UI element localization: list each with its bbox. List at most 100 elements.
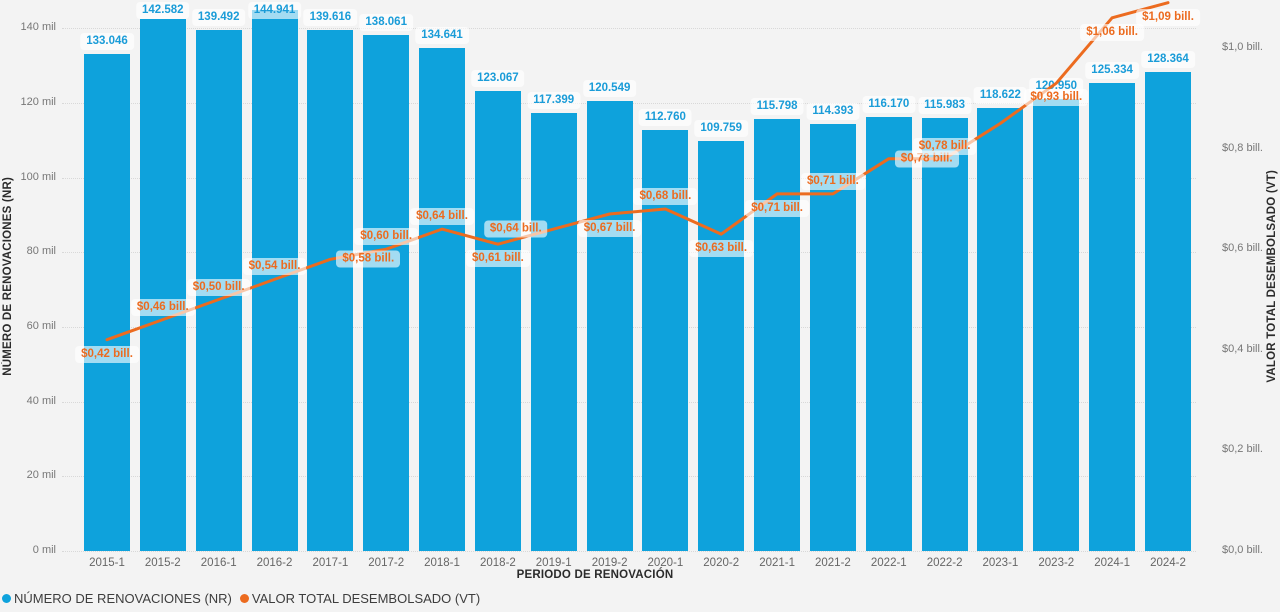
y-right-tick-label: $1,0 bill. [1222, 41, 1263, 53]
bar-value-label: 115.983 [918, 96, 972, 114]
bar-value-label: 109.759 [694, 120, 748, 138]
bar-value-label: 133.046 [80, 33, 134, 51]
line-value-label: $0,46 bill. [130, 298, 195, 316]
bar-value-label: 117.399 [527, 91, 581, 109]
bar-value-label: 112.760 [638, 108, 692, 126]
x-tick-label: 2020-1 [647, 557, 684, 569]
bar-value-label: 144.941 [247, 2, 302, 19]
bar[interactable] [363, 35, 410, 551]
bar[interactable] [977, 107, 1024, 551]
x-tick-label: 2016-2 [256, 557, 293, 569]
y-left-tick-label: 100 mil [20, 170, 56, 183]
line-value-label: $0,61 bill. [466, 250, 530, 268]
x-tick-label: 2021-2 [814, 557, 851, 569]
x-tick-label: 2022-2 [926, 557, 963, 569]
x-tick-label: 2021-1 [759, 557, 795, 569]
y-left-tick-label: 140 mil [20, 21, 56, 34]
bar[interactable] [1033, 99, 1080, 551]
y-right-tick-label: $0,4 bill. [1222, 342, 1263, 355]
bar[interactable] [419, 48, 465, 551]
bar-value-label: 134.641 [415, 27, 469, 45]
x-tick-label: 2023-2 [1038, 557, 1075, 569]
line-value-label: $1,06 bill. [1080, 23, 1144, 41]
x-tick-label: 2017-2 [368, 557, 405, 569]
bar-value-label: 128.364 [1141, 50, 1195, 68]
x-tick-label: 2024-2 [1150, 557, 1186, 569]
x-tick-label: 2024-1 [1094, 557, 1130, 569]
line-value-label: $0,67 bill. [577, 220, 642, 237]
bar-value-label: 118.622 [973, 86, 1027, 104]
bar[interactable] [530, 112, 577, 551]
bar[interactable] [586, 100, 633, 551]
x-tick-label: 2015-1 [89, 557, 125, 569]
line-value-label: $0,78 bill. [912, 137, 977, 155]
line-value-label: $0,50 bill. [186, 278, 251, 296]
y-right-tick-label: $0,2 bill. [1222, 443, 1263, 456]
line-value-label: $0,68 bill. [633, 188, 698, 205]
bar-value-label: 123.067 [471, 70, 525, 88]
line-series-path[interactable] [105, 1, 1170, 342]
bar[interactable] [698, 141, 745, 551]
legend-label: VALOR TOTAL DESEMBOLSADO (VT) [251, 590, 481, 606]
line-value-label: $0,71 bill. [801, 172, 865, 190]
x-tick-label: 2023-1 [982, 557, 1019, 569]
x-tick-label: 2018-1 [424, 557, 460, 569]
bar-value-label: 142.582 [136, 2, 190, 19]
y-left-tick-label: 0 mil [32, 544, 56, 556]
legend-label: NÚMERO DE RENOVACIONES (NR) [14, 590, 232, 606]
y-left-tick-label: 60 mil [26, 319, 56, 332]
line-value-label: $1,09 bill. [1136, 8, 1200, 26]
bar-value-label: 120.549 [582, 79, 637, 97]
gridline [62, 28, 1196, 30]
y-left-axis-title-text: NÚMERO DE RENOVACIONES (NR) [2, 177, 14, 376]
legend: NÚMERO DE RENOVACIONES (NR) VALOR TOTAL D… [2, 589, 488, 607]
bar[interactable] [754, 118, 801, 551]
x-tick-label: 2020-2 [703, 557, 740, 569]
line-value-label: $0,63 bill. [689, 240, 754, 258]
y-left-tick-label: 40 mil [26, 394, 56, 407]
bar[interactable] [1089, 82, 1136, 551]
line-value-label: $0,64 bill. [410, 208, 474, 226]
x-tick-label: 2019-2 [591, 557, 628, 569]
bar-value-label: 125.334 [1085, 61, 1139, 79]
x-tick-label: 2015-2 [144, 557, 181, 569]
bar-value-label: 139.616 [303, 8, 358, 26]
y-right-tick-label: $0,8 bill. [1222, 141, 1263, 154]
x-tick-label: 2019-1 [535, 557, 572, 569]
line-value-label: $0,64 bill. [483, 220, 548, 238]
bar-value-label: 138.061 [359, 14, 413, 32]
legend-item[interactable]: NÚMERO DE RENOVACIONES (NR) [2, 591, 232, 606]
bar[interactable] [474, 91, 521, 551]
x-tick-label: 2022-1 [870, 557, 907, 569]
bar[interactable] [139, 18, 186, 551]
bar[interactable] [865, 117, 912, 551]
line-value-label: $0,93 bill. [1024, 89, 1089, 107]
bar[interactable] [84, 54, 130, 551]
legend-marker-dot-icon [239, 593, 249, 603]
y-right-axis-title: VALOR TOTAL DESEMBOLSADO (VT) [1266, 0, 1278, 553]
y-left-tick-label: 80 mil [26, 245, 56, 258]
bar[interactable] [1145, 71, 1191, 551]
bar[interactable] [921, 117, 968, 551]
bar-value-label: 114.393 [806, 102, 860, 120]
line-value-label: $0,42 bill. [75, 345, 139, 363]
y-left-tick-label: 20 mil [26, 469, 56, 482]
x-tick-label: 2017-1 [312, 557, 349, 569]
x-tick-label: 2016-1 [200, 557, 237, 569]
line-value-label: $0,58 bill. [336, 250, 401, 268]
legend-marker-dot-icon [2, 593, 11, 603]
line-value-label: $0,71 bill. [745, 199, 809, 217]
line-value-label: $0,60 bill. [354, 228, 419, 246]
y-right-axis-title-text: VALOR TOTAL DESEMBOLSADO (VT) [1266, 170, 1278, 383]
bar-value-label: 116.170 [862, 96, 916, 114]
y-left-tick-label: 120 mil [20, 95, 56, 108]
bar-value-label: 139.492 [191, 9, 246, 26]
legend-item[interactable]: VALOR TOTAL DESEMBOLSADO (VT) [239, 590, 481, 606]
bar-value-label: 115.798 [750, 97, 804, 115]
line-value-label: $0,54 bill. [242, 258, 307, 276]
y-right-tick-label: $0,6 bill. [1222, 242, 1263, 255]
y-right-tick-label: $0,0 bill. [1222, 544, 1263, 556]
bar[interactable] [307, 29, 354, 551]
